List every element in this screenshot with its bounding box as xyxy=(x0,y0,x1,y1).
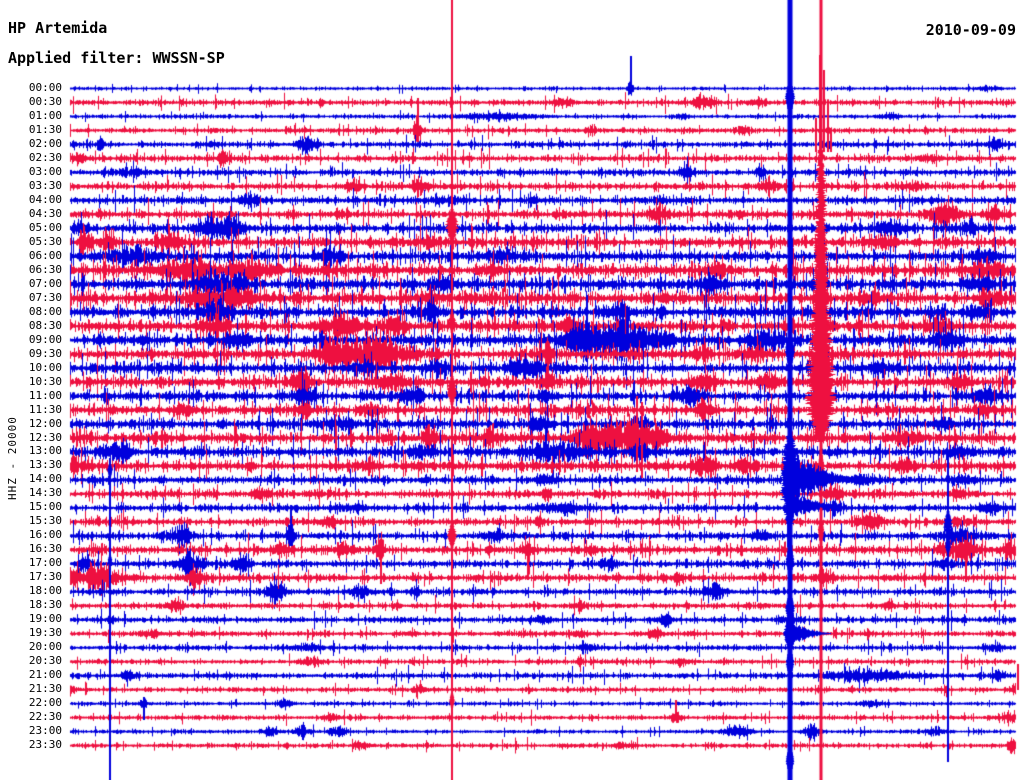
row-time-label: 21:30 xyxy=(28,682,62,696)
row-time-label: 08:30 xyxy=(28,318,62,332)
row-time-label: 11:00 xyxy=(28,388,62,402)
row-time-label: 22:00 xyxy=(28,696,62,710)
row-time-label: 15:00 xyxy=(28,500,62,514)
row-time-label: 16:30 xyxy=(28,542,62,556)
row-time-labels: 00:00 00:30 01:00 01:30 02:00 02:30 03:00 03:30… xyxy=(0,0,62,780)
row-time-label: 12:00 xyxy=(28,416,62,430)
row-time-label: 01:00 xyxy=(28,108,62,122)
row-time-label: 09:00 xyxy=(28,332,62,346)
row-time-label: 20:30 xyxy=(28,654,62,668)
row-time-label: 07:30 xyxy=(28,290,62,304)
row-time-label: 12:30 xyxy=(28,430,62,444)
row-time-label: 06:30 xyxy=(28,262,62,276)
date-label: 2010-09-09 xyxy=(925,21,1016,39)
row-time-label: 04:30 xyxy=(28,206,62,220)
row-time-label: 22:30 xyxy=(28,710,62,724)
row-time-label: 23:30 xyxy=(28,738,62,752)
row-time-label: 00:30 xyxy=(28,94,62,108)
station-title: HP Artemida xyxy=(8,19,108,37)
row-time-label: 05:30 xyxy=(28,234,62,248)
row-time-label: 21:00 xyxy=(28,668,62,682)
row-time-label: 17:30 xyxy=(28,570,62,584)
row-time-label: 14:00 xyxy=(28,472,62,486)
row-time-label: 01:30 xyxy=(28,122,62,136)
row-time-label: 05:00 xyxy=(28,220,62,234)
row-time-label: 00:00 xyxy=(28,81,62,94)
row-time-label: 18:00 xyxy=(28,584,62,598)
row-time-label: 20:00 xyxy=(28,640,62,654)
row-time-label: 17:00 xyxy=(28,556,62,570)
row-time-label: 02:30 xyxy=(28,150,62,164)
row-time-label: 03:30 xyxy=(28,178,62,192)
applied-filter-label: Applied filter: WWSSN-SP xyxy=(8,49,225,67)
row-time-label: 04:00 xyxy=(28,192,62,206)
row-time-label: 07:00 xyxy=(28,276,62,290)
row-time-label: 10:00 xyxy=(28,360,62,374)
row-time-label: 08:00 xyxy=(28,304,62,318)
row-time-label: 15:30 xyxy=(28,514,62,528)
row-time-label: 06:00 xyxy=(28,248,62,262)
row-time-label: 02:00 xyxy=(28,136,62,150)
row-time-label: 10:30 xyxy=(28,374,62,388)
row-time-label: 23:00 xyxy=(28,724,62,738)
row-time-label: 09:30 xyxy=(28,346,62,360)
row-time-label: 14:30 xyxy=(28,486,62,500)
row-time-label: 13:00 xyxy=(28,444,62,458)
row-time-label: 16:00 xyxy=(28,528,62,542)
row-time-label: 13:30 xyxy=(28,458,62,472)
row-time-label: 19:00 xyxy=(28,612,62,626)
row-time-label: 03:00 xyxy=(28,164,62,178)
row-time-label: 18:30 xyxy=(28,598,62,612)
row-time-label: 11:30 xyxy=(28,402,62,416)
row-time-label: 19:30 xyxy=(28,626,62,640)
